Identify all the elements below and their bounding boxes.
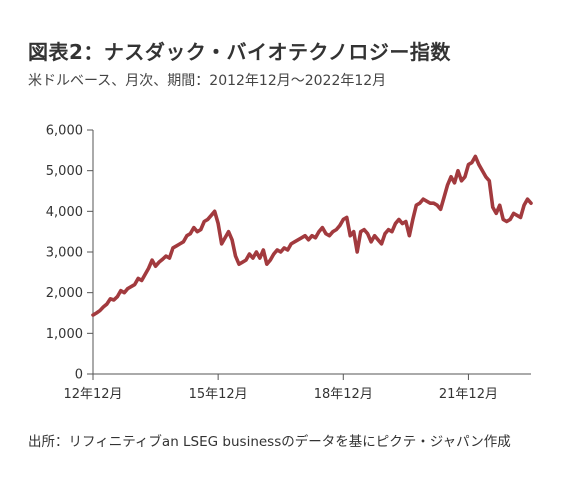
line-chart: 0 1,000 2,000 3,000 4,000 5,000 6,000 12年12月 15… [46, 124, 533, 402]
y-tick-label: 4,000 [46, 205, 83, 220]
x-tick-label: 15年12月 [189, 387, 248, 402]
x-axis: 12年12月 15年12月 18年12月 21年12月 [63, 373, 531, 402]
series-group [91, 154, 533, 317]
x-tick-label: 21年12月 [439, 387, 498, 402]
y-tick-label: 1,000 [46, 327, 83, 342]
series-line-nasdaq-biotech [91, 154, 533, 317]
source-note: 出所：リフィニティブan LSEG businessのデータを基にピクテ・ジャパ… [28, 434, 511, 450]
y-axis: 0 1,000 2,000 3,000 4,000 5,000 6,000 [46, 124, 94, 383]
y-tick-label: 5,000 [46, 164, 83, 179]
y-tick-label: 0 [75, 368, 83, 383]
y-tick-label: 3,000 [46, 246, 83, 261]
chart-subtitle: 米ドルベース、月次、期間：2012年12月～2022年12月 [28, 73, 387, 89]
y-tick-label: 6,000 [46, 124, 83, 139]
chart-title: 図表2：ナスダック・バイオテクノロジー指数 [28, 40, 451, 64]
y-tick-label: 2,000 [46, 286, 83, 301]
x-tick-label: 18年12月 [314, 387, 373, 402]
x-tick-label: 12年12月 [63, 387, 122, 402]
